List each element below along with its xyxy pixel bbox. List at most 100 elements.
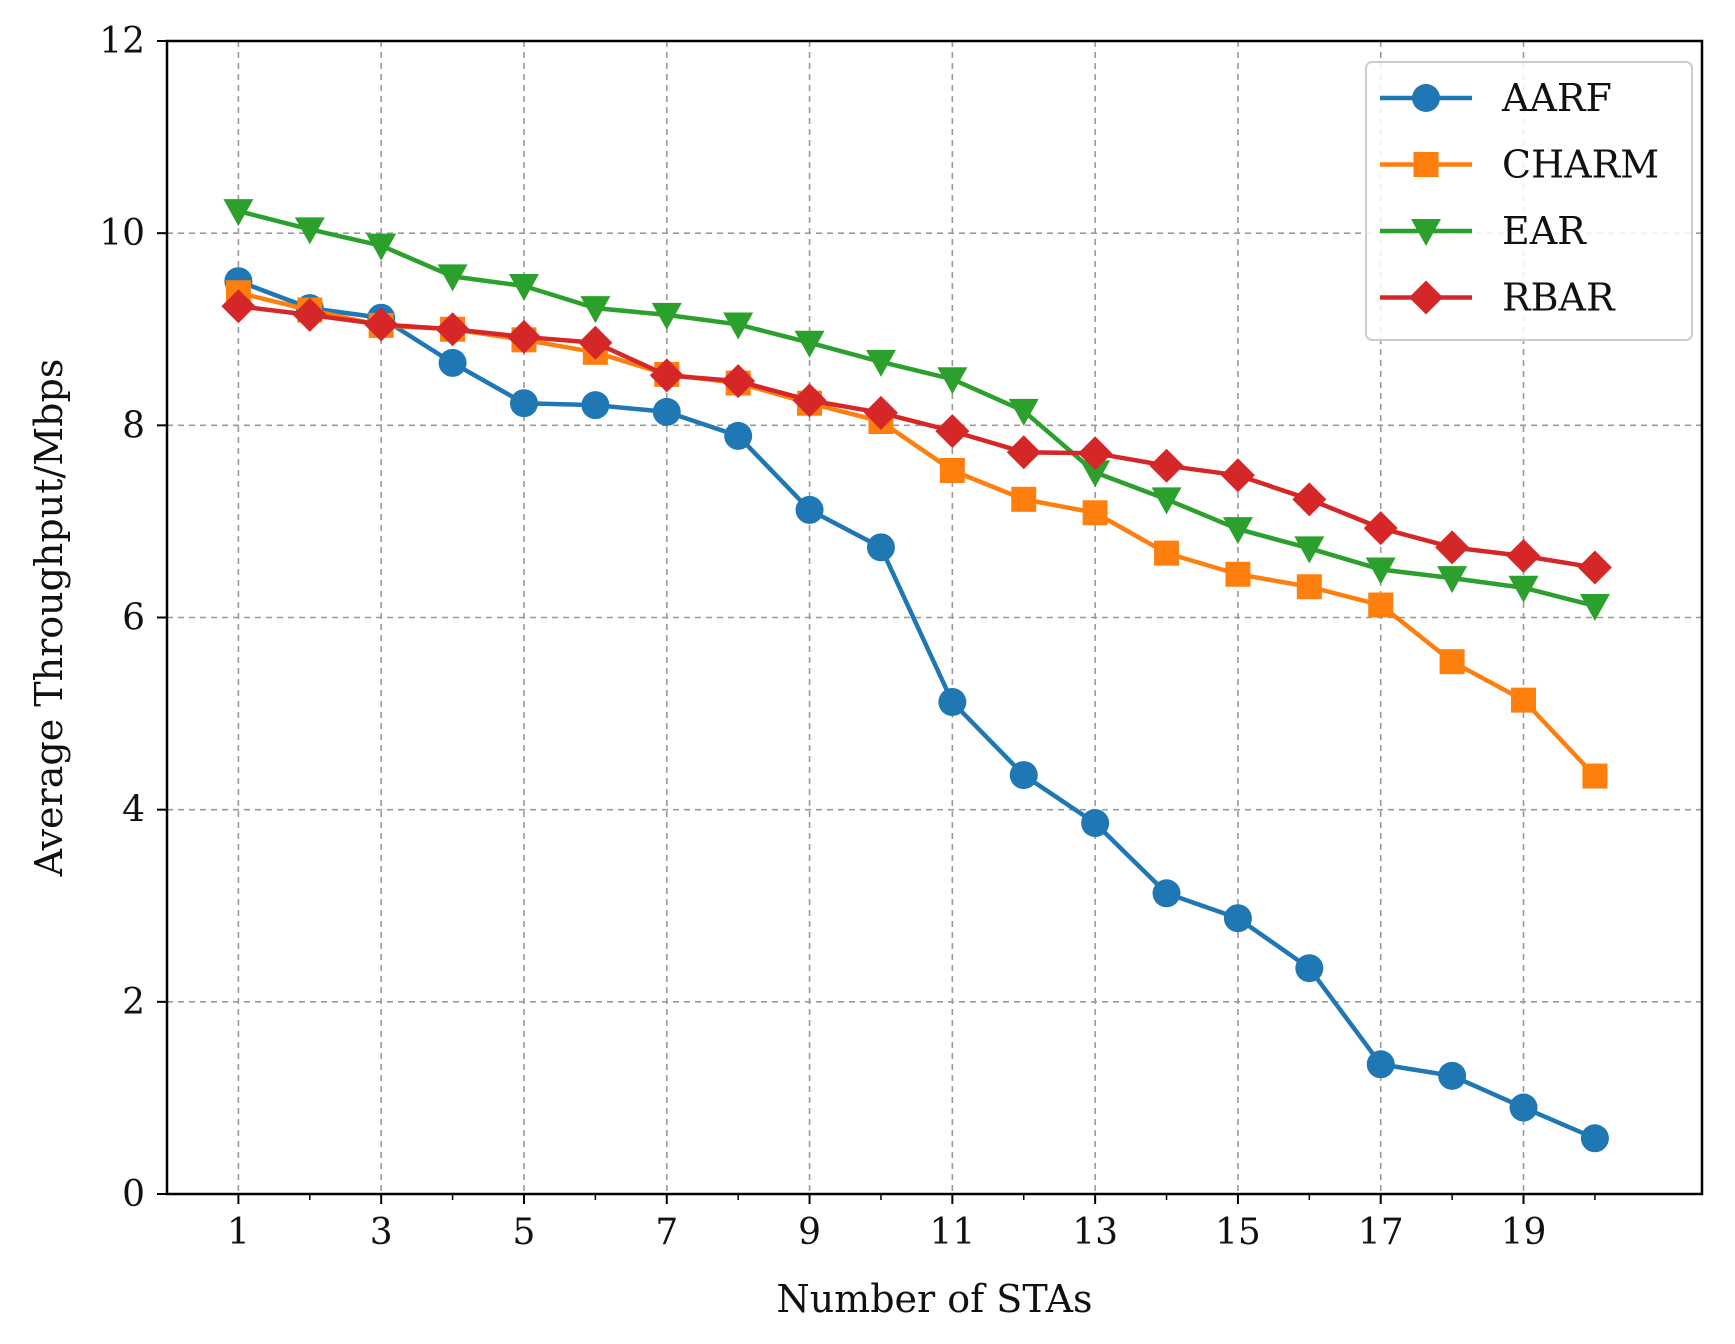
legend-marker-charm bbox=[1413, 152, 1439, 177]
data-point-rbar bbox=[1506, 539, 1541, 574]
data-point-ear bbox=[723, 312, 754, 340]
data-point-ear bbox=[1508, 575, 1539, 603]
data-point-ear bbox=[437, 264, 468, 292]
data-point-rbar bbox=[1220, 458, 1255, 493]
data-point-ear bbox=[1437, 566, 1468, 594]
series-ear bbox=[223, 199, 1610, 621]
series-group bbox=[221, 199, 1612, 1153]
data-point-rbar bbox=[1078, 436, 1113, 471]
data-point-rbar bbox=[1292, 482, 1327, 517]
legend-marker-aarf bbox=[1412, 84, 1440, 112]
data-point-rbar bbox=[292, 297, 327, 332]
data-point-ear bbox=[1151, 487, 1182, 515]
data-point-ear bbox=[1222, 517, 1253, 545]
data-point-ear bbox=[580, 296, 611, 324]
data-point-ear bbox=[294, 217, 325, 245]
legend-marker-ear bbox=[1411, 219, 1441, 246]
data-point-aarf bbox=[938, 688, 967, 717]
legend-marker-rbar bbox=[1409, 280, 1443, 315]
data-point-aarf bbox=[509, 389, 538, 418]
data-point-rbar bbox=[1006, 435, 1041, 470]
data-point-charm bbox=[1582, 763, 1608, 789]
data-point-aarf bbox=[1152, 879, 1181, 908]
data-point-charm bbox=[1368, 592, 1394, 618]
data-point-aarf bbox=[724, 421, 753, 450]
legend-label-rbar: RBAR bbox=[1502, 276, 1616, 320]
data-point-aarf bbox=[1580, 1124, 1609, 1153]
legend-item-rbar: RBAR bbox=[1380, 276, 1616, 320]
data-point-charm bbox=[939, 457, 965, 483]
data-point-ear bbox=[1294, 536, 1325, 564]
data-point-rbar bbox=[721, 364, 756, 399]
x-tick-label: 3 bbox=[370, 1212, 393, 1253]
legend-item-aarf: AARF bbox=[1380, 76, 1612, 120]
data-point-rbar bbox=[935, 414, 970, 449]
legend-label-aarf: AARF bbox=[1501, 76, 1612, 120]
data-point-aarf bbox=[1509, 1093, 1538, 1122]
x-tick-label: 7 bbox=[655, 1212, 678, 1253]
data-point-rbar bbox=[1149, 448, 1184, 483]
y-tick-label: 6 bbox=[122, 598, 145, 639]
data-point-aarf bbox=[438, 348, 467, 377]
data-point-aarf bbox=[1223, 904, 1252, 933]
data-point-rbar bbox=[792, 383, 827, 418]
data-point-aarf bbox=[795, 495, 824, 524]
data-point-charm bbox=[1011, 486, 1037, 512]
data-point-aarf bbox=[1295, 954, 1324, 983]
data-point-aarf bbox=[1081, 809, 1110, 838]
x-tick-label: 11 bbox=[929, 1212, 975, 1253]
data-point-rbar bbox=[506, 319, 541, 354]
data-point-charm bbox=[1439, 649, 1465, 675]
data-point-charm bbox=[1225, 561, 1251, 587]
y-tick-label: 12 bbox=[99, 21, 145, 62]
x-tick-label: 15 bbox=[1215, 1212, 1261, 1253]
data-point-rbar bbox=[578, 325, 613, 360]
x-tick-label: 13 bbox=[1072, 1212, 1118, 1253]
y-tick-label: 8 bbox=[122, 405, 145, 446]
data-point-rbar bbox=[364, 307, 399, 342]
y-tick-label: 10 bbox=[99, 213, 145, 254]
x-tick-label: 17 bbox=[1358, 1212, 1404, 1253]
data-point-rbar bbox=[435, 312, 470, 347]
data-point-charm bbox=[1511, 687, 1537, 713]
data-point-ear bbox=[1365, 557, 1396, 585]
legend-label-charm: CHARM bbox=[1502, 143, 1659, 187]
data-point-rbar bbox=[1577, 550, 1612, 585]
data-point-rbar bbox=[221, 289, 256, 324]
data-point-ear bbox=[937, 367, 968, 395]
data-point-ear bbox=[508, 274, 539, 302]
data-point-ear bbox=[223, 199, 254, 227]
legend-label-ear: EAR bbox=[1502, 209, 1587, 253]
data-point-ear bbox=[1579, 593, 1610, 621]
data-point-aarf bbox=[1009, 761, 1038, 790]
data-point-aarf bbox=[581, 391, 610, 420]
series-rbar bbox=[221, 289, 1612, 585]
data-point-charm bbox=[1082, 500, 1108, 526]
data-point-aarf bbox=[652, 397, 681, 426]
y-axis-label: Average Throughput/Mbps bbox=[27, 359, 71, 878]
series-aarf bbox=[224, 267, 1609, 1153]
data-point-rbar bbox=[1435, 530, 1470, 565]
x-axis-label: Number of STAs bbox=[776, 1277, 1092, 1321]
data-point-ear bbox=[1008, 398, 1039, 426]
legend-item-ear: EAR bbox=[1380, 209, 1587, 253]
data-point-ear bbox=[651, 302, 682, 330]
legend-item-charm: CHARM bbox=[1380, 143, 1659, 187]
series-line-ear bbox=[237, 208, 1596, 609]
data-point-rbar bbox=[649, 358, 684, 393]
data-point-rbar bbox=[863, 395, 898, 430]
data-point-aarf bbox=[866, 533, 895, 562]
x-tick-label: 5 bbox=[513, 1212, 536, 1253]
data-point-ear bbox=[865, 349, 896, 377]
data-point-ear bbox=[366, 233, 397, 261]
data-point-aarf bbox=[1438, 1061, 1467, 1090]
legend-box bbox=[1365, 61, 1693, 341]
x-tick-label: 19 bbox=[1501, 1212, 1547, 1253]
data-point-ear bbox=[794, 330, 825, 358]
x-tick-label: 1 bbox=[227, 1212, 250, 1253]
y-tick-label: 2 bbox=[122, 982, 145, 1023]
data-point-charm bbox=[1154, 540, 1180, 566]
